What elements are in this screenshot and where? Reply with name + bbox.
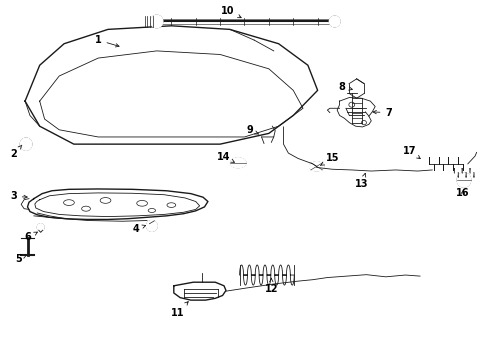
Ellipse shape [146,221,157,231]
Ellipse shape [37,224,44,231]
Text: 14: 14 [217,152,234,162]
Text: 16: 16 [455,188,469,198]
Ellipse shape [309,162,324,171]
Text: 10: 10 [220,6,241,18]
Text: 2: 2 [10,145,22,159]
Text: 15: 15 [320,153,338,166]
Text: 13: 13 [354,174,367,189]
Text: 11: 11 [170,302,188,318]
Text: 17: 17 [402,145,419,159]
Text: 3: 3 [10,192,27,202]
Text: 5: 5 [15,254,27,264]
Ellipse shape [456,173,470,187]
Text: 6: 6 [24,232,38,242]
Ellipse shape [230,158,245,168]
Ellipse shape [150,15,163,28]
Text: 4: 4 [133,224,145,234]
Text: 8: 8 [338,82,352,92]
Text: 1: 1 [95,35,119,47]
Text: 7: 7 [372,108,391,118]
Text: 12: 12 [264,278,278,294]
Text: 9: 9 [245,125,258,135]
Ellipse shape [329,16,339,27]
Ellipse shape [20,138,32,150]
